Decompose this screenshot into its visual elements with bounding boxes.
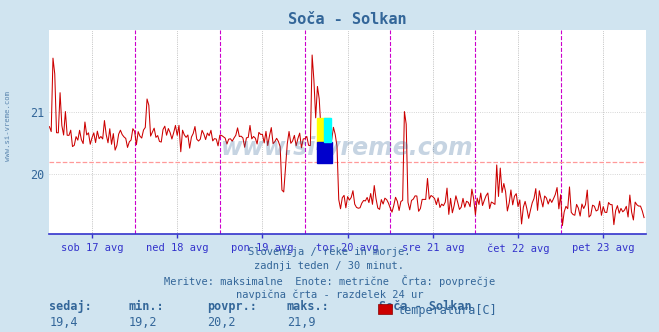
Text: 21,9: 21,9	[287, 316, 315, 329]
Text: www.si-vreme.com: www.si-vreme.com	[5, 91, 11, 161]
Text: 20,2: 20,2	[208, 316, 236, 329]
Text: navpična črta - razdelek 24 ur: navpična črta - razdelek 24 ur	[236, 289, 423, 300]
Text: min.:: min.:	[129, 300, 164, 313]
Bar	[324, 118, 331, 142]
Text: sedaj:: sedaj:	[49, 300, 92, 313]
Title: Soča - Solkan: Soča - Solkan	[288, 12, 407, 27]
Text: 19,4: 19,4	[49, 316, 78, 329]
Text: Soča - Solkan: Soča - Solkan	[379, 300, 472, 313]
Bar	[318, 118, 330, 142]
Text: 19,2: 19,2	[129, 316, 157, 329]
Text: povpr.:: povpr.:	[208, 300, 258, 313]
Text: temperatura[C]: temperatura[C]	[397, 304, 497, 317]
Text: Meritve: maksimalne  Enote: metrične  Črta: povprečje: Meritve: maksimalne Enote: metrične Črta…	[164, 275, 495, 287]
Bar	[318, 142, 332, 163]
Text: maks.:: maks.:	[287, 300, 330, 313]
Text: zadnji teden / 30 minut.: zadnji teden / 30 minut.	[254, 261, 405, 271]
Text: Slovenija / reke in morje.: Slovenija / reke in morje.	[248, 247, 411, 257]
Text: www.si-vreme.com: www.si-vreme.com	[221, 136, 474, 160]
